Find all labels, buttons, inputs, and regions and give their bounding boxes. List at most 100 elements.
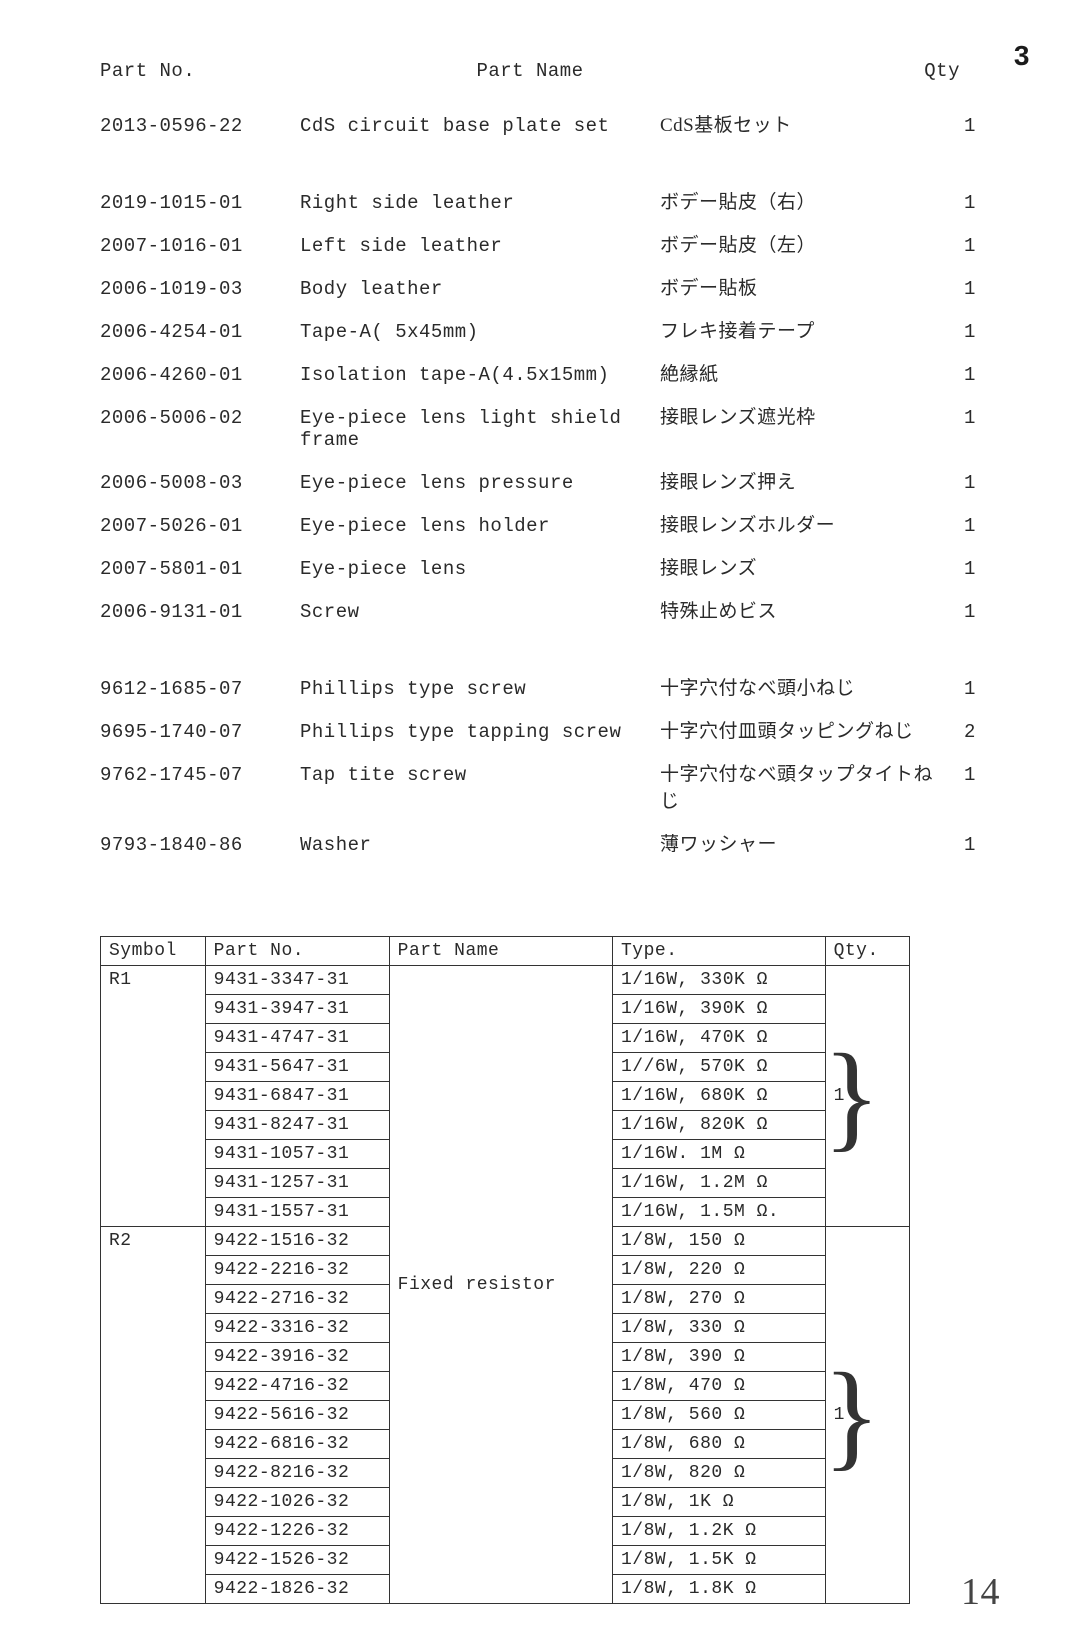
part-number: 2019-1015-01 (100, 192, 300, 214)
resistor-type: 1/16W, 390K Ω (612, 995, 825, 1024)
handwritten-page-number: 14 (961, 1570, 1000, 1614)
part-number: 9762-1745-07 (100, 764, 300, 786)
parts-group: 2013-0596-22CdS circuit base plate setCd… (100, 110, 1020, 137)
part-qty: 1 (940, 601, 1000, 623)
part-number: 9695-1740-07 (100, 721, 300, 743)
resistor-row: R19431-3347-31Fixed resistor1/16W, 330K … (101, 966, 910, 995)
part-name-en: Tape-A( 5x45mm) (300, 321, 660, 343)
part-number: 9793-1840-86 (100, 834, 300, 856)
part-name-jp: ボデー貼板 (660, 273, 940, 300)
part-name-jp: 接眼レンズ遮光枠 (660, 402, 940, 429)
part-qty: 1 (940, 278, 1000, 300)
parts-row: 9695-1740-07Phillips type tapping screw十… (100, 716, 1020, 743)
rh-qty: Qty. (825, 937, 909, 966)
resistor-type: 1/8W, 220 Ω (612, 1256, 825, 1285)
resistor-partno: 9422-6816-32 (205, 1430, 389, 1459)
part-name-en: Right side leather (300, 192, 660, 214)
resistor-type: 1/8W, 150 Ω (612, 1227, 825, 1256)
part-name-en: Eye-piece lens holder (300, 515, 660, 537)
part-name-en: Screw (300, 601, 660, 623)
resistor-partno: 9422-8216-32 (205, 1459, 389, 1488)
part-name-jp: 接眼レンズ (660, 553, 940, 580)
rh-partname: Part Name (389, 937, 612, 966)
part-number: 2013-0596-22 (100, 115, 300, 137)
resistor-type: 1/8W, 1.8K Ω (612, 1575, 825, 1604)
part-name-jp: 接眼レンズホルダー (660, 510, 940, 537)
part-name-jp: 接眼レンズ押え (660, 467, 940, 494)
resistor-partno: 9422-1026-32 (205, 1488, 389, 1517)
header-qty: Qty (760, 60, 980, 82)
resistor-table: Symbol Part No. Part Name Type. Qty. R19… (100, 936, 910, 1604)
resistor-partno: 9431-3947-31 (205, 995, 389, 1024)
part-number: 9612-1685-07 (100, 678, 300, 700)
part-name-en: Eye-piece lens pressure (300, 472, 660, 494)
part-name-en: Body leather (300, 278, 660, 300)
resistor-partno: 9431-8247-31 (205, 1111, 389, 1140)
part-name-en: Left side leather (300, 235, 660, 257)
resistor-qty: }1 (825, 966, 909, 1227)
rh-partno: Part No. (205, 937, 389, 966)
part-name-en: Tap tite screw (300, 764, 660, 786)
rh-symbol: Symbol (101, 937, 206, 966)
part-qty: 1 (940, 515, 1000, 537)
resistor-type: 1/16W, 1.5M Ω. (612, 1198, 825, 1227)
resistor-partno: 9422-5616-32 (205, 1401, 389, 1430)
part-name-en: Phillips type screw (300, 678, 660, 700)
resistor-type: 1/8W, 330 Ω (612, 1314, 825, 1343)
resistor-partno: 9422-1226-32 (205, 1517, 389, 1546)
part-qty: 1 (940, 364, 1000, 386)
part-qty: 1 (940, 558, 1000, 580)
part-qty: 1 (940, 472, 1000, 494)
resistor-type: 1/8W, 270 Ω (612, 1285, 825, 1314)
resistor-partno: 9422-2716-32 (205, 1285, 389, 1314)
resistor-partno: 9431-6847-31 (205, 1082, 389, 1111)
parts-row: 2006-5006-02Eye-piece lens light shield … (100, 402, 1020, 451)
parts-row: 2006-5008-03Eye-piece lens pressure接眼レンズ… (100, 467, 1020, 494)
resistor-qty: }1 (825, 1227, 909, 1604)
parts-row: 9762-1745-07Tap tite screw十字穴付なべ頭タップタイトね… (100, 759, 1020, 813)
part-name-jp: 薄ワッシャー (660, 829, 940, 856)
parts-group: 2019-1015-01Right side leatherボデー貼皮（右）12… (100, 187, 1020, 623)
resistor-type: 1//6W, 570K Ω (612, 1053, 825, 1082)
part-qty: 1 (940, 407, 1000, 429)
part-qty: 1 (940, 678, 1000, 700)
part-number: 2007-5026-01 (100, 515, 300, 537)
parts-row: 9793-1840-86Washer薄ワッシャー1 (100, 829, 1020, 856)
resistor-partno: 9422-3316-32 (205, 1314, 389, 1343)
resistor-type: 1/8W, 680 Ω (612, 1430, 825, 1459)
part-qty: 1 (940, 115, 1000, 137)
parts-row: 2006-1019-03Body leatherボデー貼板1 (100, 273, 1020, 300)
part-name-jp: 十字穴付なべ頭小ねじ (660, 673, 940, 700)
part-number: 2006-9131-01 (100, 601, 300, 623)
part-qty: 1 (940, 834, 1000, 856)
parts-group: 9612-1685-07Phillips type screw十字穴付なべ頭小ね… (100, 673, 1020, 856)
parts-row: 2006-4254-01Tape-A( 5x45mm)フレキ接着テープ1 (100, 316, 1020, 343)
resistor-partno: 9431-4747-31 (205, 1024, 389, 1053)
resistor-symbol: R2 (101, 1227, 206, 1604)
part-name-en: Eye-piece lens (300, 558, 660, 580)
part-qty: 1 (940, 235, 1000, 257)
header-partname: Part Name (300, 60, 760, 82)
resistor-qty-value: 1 (834, 1086, 845, 1106)
resistor-type: 1/16W, 470K Ω (612, 1024, 825, 1053)
parts-header-row: Part No. Part Name Qty (100, 60, 1020, 82)
parts-row: 2007-5026-01Eye-piece lens holder接眼レンズホル… (100, 510, 1020, 537)
rh-type: Type. (612, 937, 825, 966)
part-name-jp: 特殊止めビス (660, 596, 940, 623)
resistor-header-row: Symbol Part No. Part Name Type. Qty. (101, 937, 910, 966)
parts-row: 9612-1685-07Phillips type screw十字穴付なべ頭小ね… (100, 673, 1020, 700)
part-name-jp: 十字穴付皿頭タッピングねじ (660, 716, 940, 743)
resistor-partno: 9431-1257-31 (205, 1169, 389, 1198)
parts-list: 2013-0596-22CdS circuit base plate setCd… (100, 110, 1020, 856)
resistor-partno: 9431-5647-31 (205, 1053, 389, 1082)
parts-row: 2006-4260-01Isolation tape-A(4.5x15mm)絶縁… (100, 359, 1020, 386)
resistor-type: 1/8W, 470 Ω (612, 1372, 825, 1401)
part-qty: 1 (940, 764, 1000, 786)
part-number: 2006-1019-03 (100, 278, 300, 300)
resistor-type: 1/8W, 390 Ω (612, 1343, 825, 1372)
part-name-jp: フレキ接着テープ (660, 316, 940, 343)
part-name-en: Phillips type tapping screw (300, 721, 660, 743)
part-number: 2006-4260-01 (100, 364, 300, 386)
resistor-partno: 9422-1516-32 (205, 1227, 389, 1256)
part-name-jp: CdS基板セット (660, 110, 940, 137)
